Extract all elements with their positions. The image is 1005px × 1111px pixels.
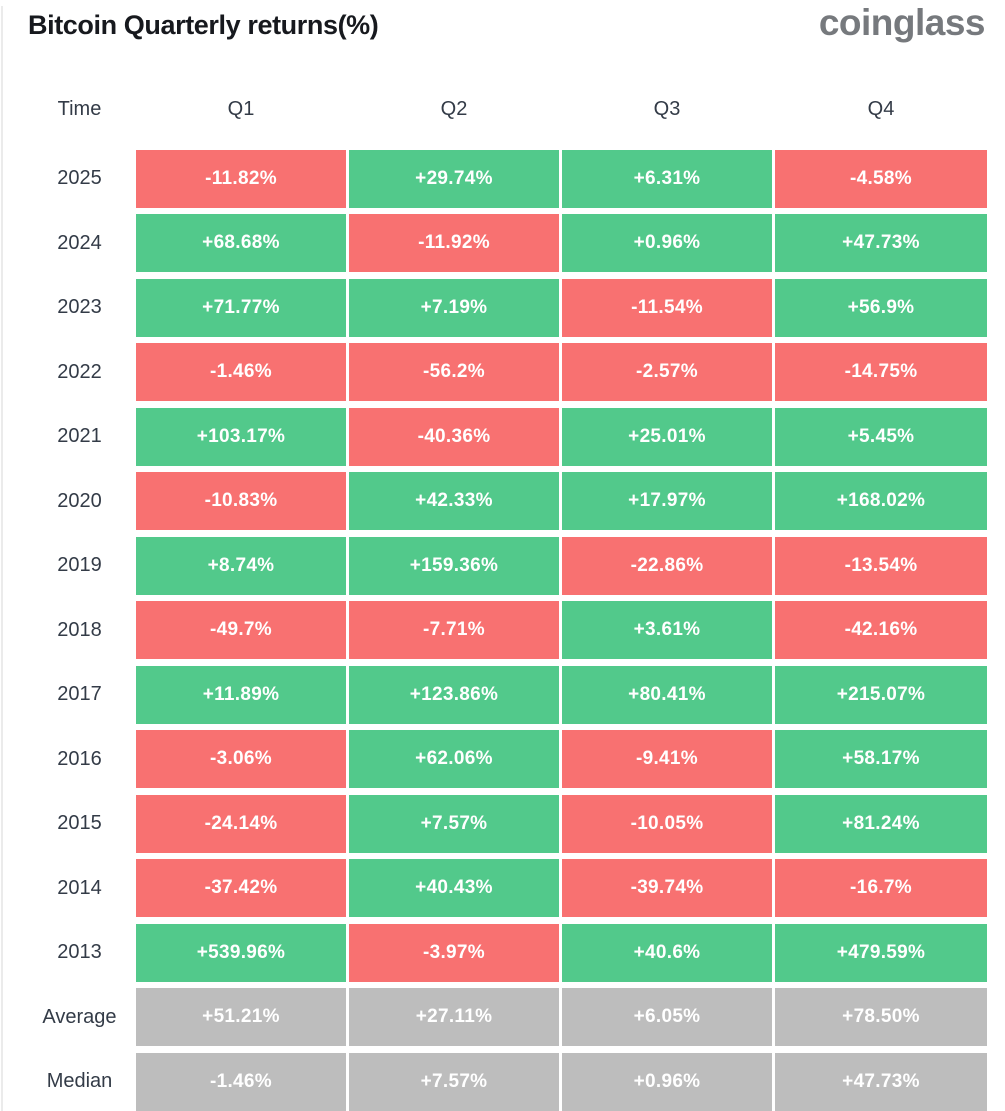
row-label: 2015 <box>57 812 102 834</box>
table-cell: -1.46% <box>136 1052 346 1111</box>
table-cell: +103.17% <box>136 407 346 466</box>
row-label: 2024 <box>57 231 102 254</box>
table-cell: -4.58% <box>775 149 987 208</box>
row-label: 2023 <box>57 296 102 318</box>
table-cell: +479.59% <box>775 923 987 982</box>
table-cell: +8.74% <box>136 536 346 595</box>
table-cell: +29.74% <box>349 149 559 208</box>
row-label: Median <box>46 1070 113 1092</box>
table-cell: -2.57% <box>562 343 772 401</box>
row-label: 2020 <box>57 489 102 512</box>
table-cell: -11.92% <box>349 214 559 272</box>
table-cell: -3.97% <box>349 923 559 982</box>
table-cell: -10.83% <box>136 472 346 530</box>
table-cell: +58.17% <box>775 730 987 788</box>
table-cell: +47.73% <box>775 1052 987 1111</box>
table-cell: +40.43% <box>349 859 559 917</box>
table-cell: +159.36% <box>349 536 559 595</box>
table-cell: +6.05% <box>562 988 772 1046</box>
table-cell: -11.54% <box>562 278 772 337</box>
page-title: Bitcoin Quarterly returns(%) <box>28 10 379 40</box>
table-cell: +40.6% <box>562 923 772 982</box>
table-cell: +7.57% <box>349 1052 559 1111</box>
table-cell: +3.61% <box>562 601 772 659</box>
row-label: Average <box>42 1005 117 1028</box>
table-cell: +81.24% <box>775 794 987 853</box>
row-label: 2022 <box>57 360 102 383</box>
row-label: 2025 <box>57 167 102 189</box>
table-cell: -40.36% <box>349 407 559 466</box>
table-cell: -37.42% <box>136 859 346 917</box>
column-header-q4: Q4 <box>867 97 895 120</box>
table-cell: +6.31% <box>562 149 772 208</box>
table-cell: -56.2% <box>349 343 559 401</box>
table-cell: -39.74% <box>562 859 772 917</box>
row-label: 2013 <box>57 941 102 963</box>
table-cell: +17.97% <box>562 472 772 530</box>
table-cell: +51.21% <box>136 988 346 1046</box>
table-cell: +25.01% <box>562 407 772 466</box>
table-cell: +7.57% <box>349 794 559 853</box>
table-cell: -42.16% <box>775 601 987 659</box>
table-cell: +123.86% <box>349 665 559 724</box>
table-cell: -13.54% <box>775 536 987 595</box>
table-cell: +80.41% <box>562 665 772 724</box>
column-header-q1: Q1 <box>227 97 255 120</box>
table-cell: +5.45% <box>775 407 987 466</box>
table-cell: +42.33% <box>349 472 559 530</box>
row-label: 2017 <box>57 683 102 705</box>
table-cell: -22.86% <box>562 536 772 595</box>
returns-table: Time Q1 Q2 Q3 Q4 2025 -11.82% +29.74% +6.31… <box>0 85 987 1111</box>
table-cell: -24.14% <box>136 794 346 853</box>
table-cell: +168.02% <box>775 472 987 530</box>
table-cell: +27.11% <box>349 988 559 1046</box>
table-cell: +62.06% <box>349 730 559 788</box>
table-cell: -49.7% <box>136 601 346 659</box>
table-cell: +56.9% <box>775 278 987 337</box>
table-cell: +68.68% <box>136 214 346 272</box>
table-cell: +47.73% <box>775 214 987 272</box>
row-label: 2016 <box>57 747 102 770</box>
column-header-q2: Q2 <box>440 97 468 120</box>
row-label: 2021 <box>57 425 102 447</box>
table-cell: -3.06% <box>136 730 346 788</box>
table-cell: +71.77% <box>136 278 346 337</box>
table-cell: -7.71% <box>349 601 559 659</box>
column-header-q3: Q3 <box>653 97 681 120</box>
card-left-border <box>1 6 3 1111</box>
table-cell: -16.7% <box>775 859 987 917</box>
table-cell: -10.05% <box>562 794 772 853</box>
column-header-time: Time <box>57 97 102 120</box>
table-cell: -11.82% <box>136 149 346 208</box>
table-cell: +0.96% <box>562 214 772 272</box>
table-cell: +78.50% <box>775 988 987 1046</box>
table-cell: +539.96% <box>136 923 346 982</box>
row-label: 2019 <box>57 554 102 576</box>
table-cell: +11.89% <box>136 665 346 724</box>
table-cell: +7.19% <box>349 278 559 337</box>
row-label: 2014 <box>57 876 102 899</box>
table-cell: +0.96% <box>562 1052 772 1111</box>
table-cell: -9.41% <box>562 730 772 788</box>
table-cell: +215.07% <box>775 665 987 724</box>
table-cell: -14.75% <box>775 343 987 401</box>
table-cell: -1.46% <box>136 343 346 401</box>
coinglass-logo: coinglass <box>818 2 986 43</box>
row-label: 2018 <box>57 618 102 641</box>
